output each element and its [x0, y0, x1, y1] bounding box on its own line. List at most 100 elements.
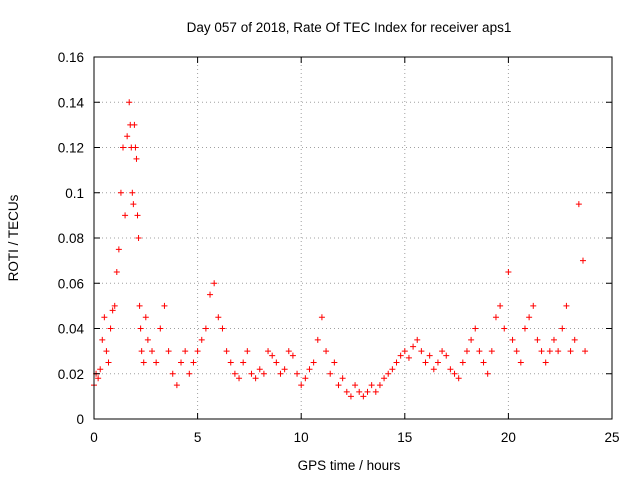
- data-point: [360, 393, 367, 400]
- data-point: [260, 370, 267, 377]
- data-point: [126, 99, 133, 106]
- data-point: [567, 348, 574, 355]
- data-points: [91, 99, 589, 400]
- data-point: [439, 348, 446, 355]
- data-point: [546, 348, 553, 355]
- data-point: [534, 336, 541, 343]
- axis-ticks: 0 5 10 15 20 25 0 0.02 0.04 0.06 0.08 0.1 0.12 0.14 0.…: [58, 50, 620, 445]
- data-point: [117, 189, 124, 196]
- data-point: [215, 314, 222, 321]
- data-point: [335, 382, 342, 389]
- data-point: [298, 382, 305, 389]
- data-point: [397, 352, 404, 359]
- data-point: [95, 375, 102, 382]
- data-point: [281, 366, 288, 373]
- data-point: [227, 359, 234, 366]
- data-point: [219, 325, 226, 332]
- data-point: [559, 325, 566, 332]
- data-point: [343, 388, 350, 395]
- data-point: [455, 375, 462, 382]
- y-tick-label: 0.1: [65, 186, 84, 201]
- data-point: [405, 354, 412, 361]
- data-point: [372, 388, 379, 395]
- data-point: [240, 359, 247, 366]
- data-point: [231, 370, 238, 377]
- data-point: [269, 352, 276, 359]
- data-point: [211, 280, 218, 287]
- data-point: [133, 155, 140, 162]
- data-point: [256, 366, 263, 373]
- x-tick-label: 15: [397, 430, 412, 445]
- data-point: [135, 235, 142, 241]
- data-point: [194, 348, 201, 355]
- data-point: [451, 370, 458, 377]
- data-point: [526, 314, 533, 321]
- y-tick-label: 0.04: [58, 322, 85, 337]
- data-point: [389, 366, 396, 373]
- data-point: [178, 359, 185, 366]
- data-point: [130, 201, 137, 208]
- data-point: [430, 366, 437, 373]
- data-point: [137, 325, 144, 332]
- data-point: [182, 348, 189, 355]
- data-point: [144, 336, 151, 343]
- data-point: [202, 325, 209, 332]
- data-point: [476, 348, 483, 355]
- data-point: [356, 388, 363, 395]
- data-point: [131, 121, 138, 128]
- data-point: [521, 325, 528, 332]
- data-point: [579, 257, 586, 264]
- y-tick-label: 0.06: [58, 276, 84, 291]
- data-point: [484, 370, 491, 377]
- x-tick-label: 10: [294, 430, 309, 445]
- data-point: [422, 359, 429, 366]
- data-point: [173, 382, 180, 389]
- y-axis-label: ROTI / TECUs: [6, 194, 21, 281]
- data-point: [223, 348, 230, 355]
- data-point: [555, 348, 562, 355]
- data-point: [153, 359, 160, 366]
- data-point: [273, 359, 280, 366]
- data-point: [113, 268, 120, 275]
- data-point: [381, 375, 388, 382]
- data-point: [418, 348, 425, 355]
- y-tick-label: 0.02: [58, 367, 84, 382]
- data-point: [109, 307, 116, 314]
- x-tick-label: 0: [90, 430, 98, 445]
- data-point: [207, 291, 214, 298]
- data-point: [468, 336, 475, 343]
- data-point: [101, 314, 108, 321]
- data-point: [447, 366, 454, 373]
- x-tick-label: 25: [604, 430, 619, 445]
- chart-title: Day 057 of 2018, Rate Of TEC Index for r…: [187, 20, 512, 35]
- y-tick-label: 0.16: [58, 50, 84, 65]
- data-point: [443, 352, 450, 359]
- data-point: [302, 375, 309, 382]
- y-tick-label: 0.08: [58, 231, 84, 246]
- data-point: [582, 348, 589, 355]
- data-point: [124, 133, 131, 140]
- data-point: [376, 382, 383, 389]
- data-point: [347, 393, 354, 400]
- data-point: [105, 359, 112, 366]
- data-point: [538, 348, 545, 355]
- data-point: [488, 348, 495, 355]
- data-point: [138, 348, 145, 355]
- data-point: [434, 359, 441, 366]
- data-point: [331, 359, 338, 366]
- data-point: [248, 370, 255, 377]
- data-point: [571, 336, 578, 343]
- data-point: [517, 359, 524, 366]
- data-point: [107, 325, 114, 332]
- data-point: [480, 359, 487, 366]
- data-point: [198, 336, 205, 343]
- data-point: [426, 352, 433, 359]
- data-point: [169, 370, 176, 377]
- data-point: [103, 348, 110, 355]
- data-point: [323, 348, 330, 355]
- data-point: [385, 370, 392, 377]
- y-tick-label: 0.12: [58, 141, 84, 156]
- data-point: [501, 325, 508, 332]
- data-point: [244, 348, 251, 355]
- data-point: [497, 302, 504, 309]
